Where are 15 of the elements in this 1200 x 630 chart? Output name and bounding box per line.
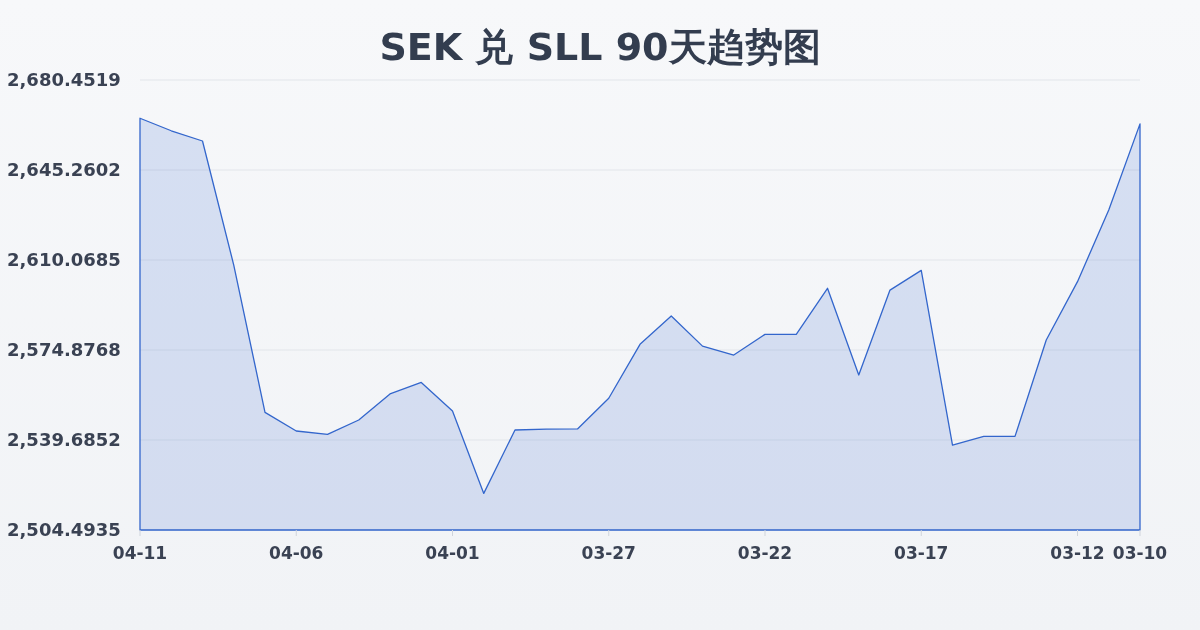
y-tick-label: 2,504.4935	[7, 519, 121, 540]
x-tick-label: 04-06	[269, 543, 324, 563]
y-tick-label: 2,645.2602	[7, 159, 121, 180]
x-tick-label: 03-22	[737, 543, 793, 563]
x-tick-label: 03-12	[1050, 543, 1105, 563]
x-tick-label: 03-10	[1112, 543, 1168, 563]
x-tick-label: 04-11	[112, 543, 168, 563]
x-tick-label: 04-01	[425, 543, 480, 563]
x-tick-label: 03-27	[581, 543, 636, 563]
chart-title: SEK 兑 SLL 90天趋势图	[379, 25, 821, 69]
y-tick-label: 2,539.6852	[7, 429, 121, 450]
y-tick-label: 2,610.0685	[7, 249, 121, 270]
y-tick-label: 2,574.8768	[7, 339, 121, 360]
x-tick-label: 03-17	[894, 543, 949, 563]
y-tick-label: 2,680.4519	[7, 69, 121, 90]
